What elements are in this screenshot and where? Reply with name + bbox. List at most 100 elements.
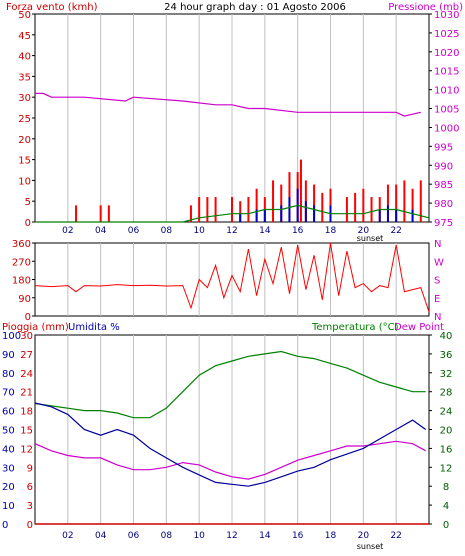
wind-x-ticks: 02 04 06 08 10 12 14 16 18 20 22 xyxy=(62,226,402,236)
temperature-line xyxy=(34,350,426,419)
x-tick-bottom-04: 04 xyxy=(95,531,107,541)
wind-tick-35: 35 xyxy=(18,72,31,83)
pressure-tick-980: 980 xyxy=(434,199,453,210)
climate-lines xyxy=(34,350,429,525)
x-tick-bottom-14: 14 xyxy=(259,531,271,541)
temperature-tick-24: 24 xyxy=(440,407,453,418)
humidity-axis-label: Umidita % xyxy=(68,322,120,333)
direction-y-ticks: 0 90 180 270 360 xyxy=(12,239,35,323)
direction-tick-270: 270 xyxy=(12,257,31,268)
humidity-tick-30: 30 xyxy=(2,463,15,474)
wind-tick-25: 25 xyxy=(18,114,31,125)
humidity-line xyxy=(34,402,427,487)
rain-tick-21: 21 xyxy=(20,388,33,399)
rain-tick-30: 30 xyxy=(20,331,33,342)
pressure-axis-label: Pressione (mb) xyxy=(388,2,463,13)
rain-tick-9: 9 xyxy=(27,463,33,474)
x-tick-top-08: 08 xyxy=(161,226,173,236)
temperature-tick-32: 32 xyxy=(440,369,453,380)
direction-tick-360: 360 xyxy=(12,239,31,250)
wind-tick-10: 10 xyxy=(18,176,31,187)
x-tick-top-18: 18 xyxy=(325,226,337,236)
dewpoint-axis-label: Dew Point xyxy=(394,322,444,333)
temperature-tick-36: 36 xyxy=(440,350,453,361)
pressure-tick-990: 990 xyxy=(434,161,453,172)
humidity-tick-50: 50 xyxy=(2,426,15,437)
x-tick-top-02: 02 xyxy=(62,226,73,236)
x-tick-top-06: 06 xyxy=(128,226,140,236)
x-tick-top-04: 04 xyxy=(95,226,107,236)
x-tick-bottom-06: 06 xyxy=(128,531,140,541)
humidity-tick-70: 70 xyxy=(2,388,15,399)
rain-tick-0: 0 xyxy=(27,520,33,531)
rain-tick-3: 3 xyxy=(27,501,33,512)
temperature-tick-28: 28 xyxy=(440,388,453,399)
compass-label-2: S xyxy=(434,276,440,287)
humidity-tick-60: 60 xyxy=(2,407,15,418)
direction-tick-180: 180 xyxy=(12,276,31,287)
dewpoint-line xyxy=(34,440,426,480)
humidity-tick-0: 0 xyxy=(2,520,8,531)
wind-lines xyxy=(35,92,430,223)
wind-tick-50: 50 xyxy=(18,10,31,21)
wind-axis-label: Forza vento (kmh) xyxy=(6,2,98,13)
compass-label-0: N xyxy=(434,239,441,250)
pressure-tick-985: 985 xyxy=(434,180,453,191)
wind-tick-20: 20 xyxy=(18,135,31,146)
sunset-label-top: sunset xyxy=(357,234,384,243)
pressure-tick-975: 975 xyxy=(434,218,453,229)
wind-y-ticks: 0 5 10 15 20 25 30 35 40 45 50 xyxy=(18,10,35,229)
wind-average-line xyxy=(35,204,430,223)
x-tick-bottom-16: 16 xyxy=(292,531,304,541)
rain-axis-label: Pioggia (mm) xyxy=(2,322,69,333)
compass-label-4: N xyxy=(434,312,441,323)
temperature-axis-label: Temperatura (°C) xyxy=(311,322,399,333)
humidity-tick-90: 90 xyxy=(2,350,15,361)
direction-line-path xyxy=(34,242,430,313)
rain-tick-24: 24 xyxy=(20,369,33,380)
temperature-tick-40: 40 xyxy=(440,331,453,342)
graph-title: 24 hour graph day : 01 Agosto 2006 xyxy=(164,2,346,13)
wind-tick-15: 15 xyxy=(18,156,31,167)
wind-tick-0: 0 xyxy=(25,218,31,229)
x-tick-top-16: 16 xyxy=(292,226,304,236)
x-tick-top-20: 20 xyxy=(358,226,370,236)
compass-label-3: E xyxy=(434,294,440,305)
wind-tick-5: 5 xyxy=(25,197,31,208)
humidity-tick-100: 100 xyxy=(2,331,21,342)
direction-line xyxy=(34,242,430,313)
humidity-tick-10: 10 xyxy=(2,501,15,512)
wind-tick-30: 30 xyxy=(18,93,31,104)
rain-tick-6: 6 xyxy=(27,482,33,493)
x-tick-top-14: 14 xyxy=(259,226,271,236)
pressure-tick-1020: 1020 xyxy=(434,48,459,59)
compass-label-1: W xyxy=(434,257,444,268)
pressure-tick-1025: 1025 xyxy=(434,29,459,40)
rain-tick-12: 12 xyxy=(20,444,33,455)
pressure-y-ticks: 975 980 985 990 995 1000 1005 1010 1015 1020 1025 1… xyxy=(429,10,459,229)
rain-tick-18: 18 xyxy=(20,407,33,418)
sunset-label-bottom: sunset xyxy=(357,542,384,551)
temperature-tick-0: 0 xyxy=(443,520,449,531)
rain-tick-15: 15 xyxy=(20,426,33,437)
pressure-tick-1030: 1030 xyxy=(434,10,459,21)
humidity-tick-80: 80 xyxy=(2,369,15,380)
x-tick-bottom-02: 02 xyxy=(62,531,73,541)
direction-panel-grid xyxy=(67,243,397,316)
temperature-tick-20: 20 xyxy=(440,426,453,437)
humidity-tick-20: 20 xyxy=(2,482,15,493)
temperature-tick-8: 8 xyxy=(443,482,449,493)
rain-tick-27: 27 xyxy=(20,350,33,361)
humidity-tick-40: 40 xyxy=(2,444,15,455)
x-tick-top-12: 12 xyxy=(226,226,237,236)
temperature-tick-16: 16 xyxy=(440,444,453,455)
temperature-tick-12: 12 xyxy=(440,463,453,474)
pressure-line xyxy=(35,92,421,117)
direction-tick-90: 90 xyxy=(18,294,31,305)
x-tick-bottom-22: 22 xyxy=(390,531,401,541)
wind-tick-45: 45 xyxy=(18,31,31,42)
pressure-tick-1005: 1005 xyxy=(434,105,459,116)
